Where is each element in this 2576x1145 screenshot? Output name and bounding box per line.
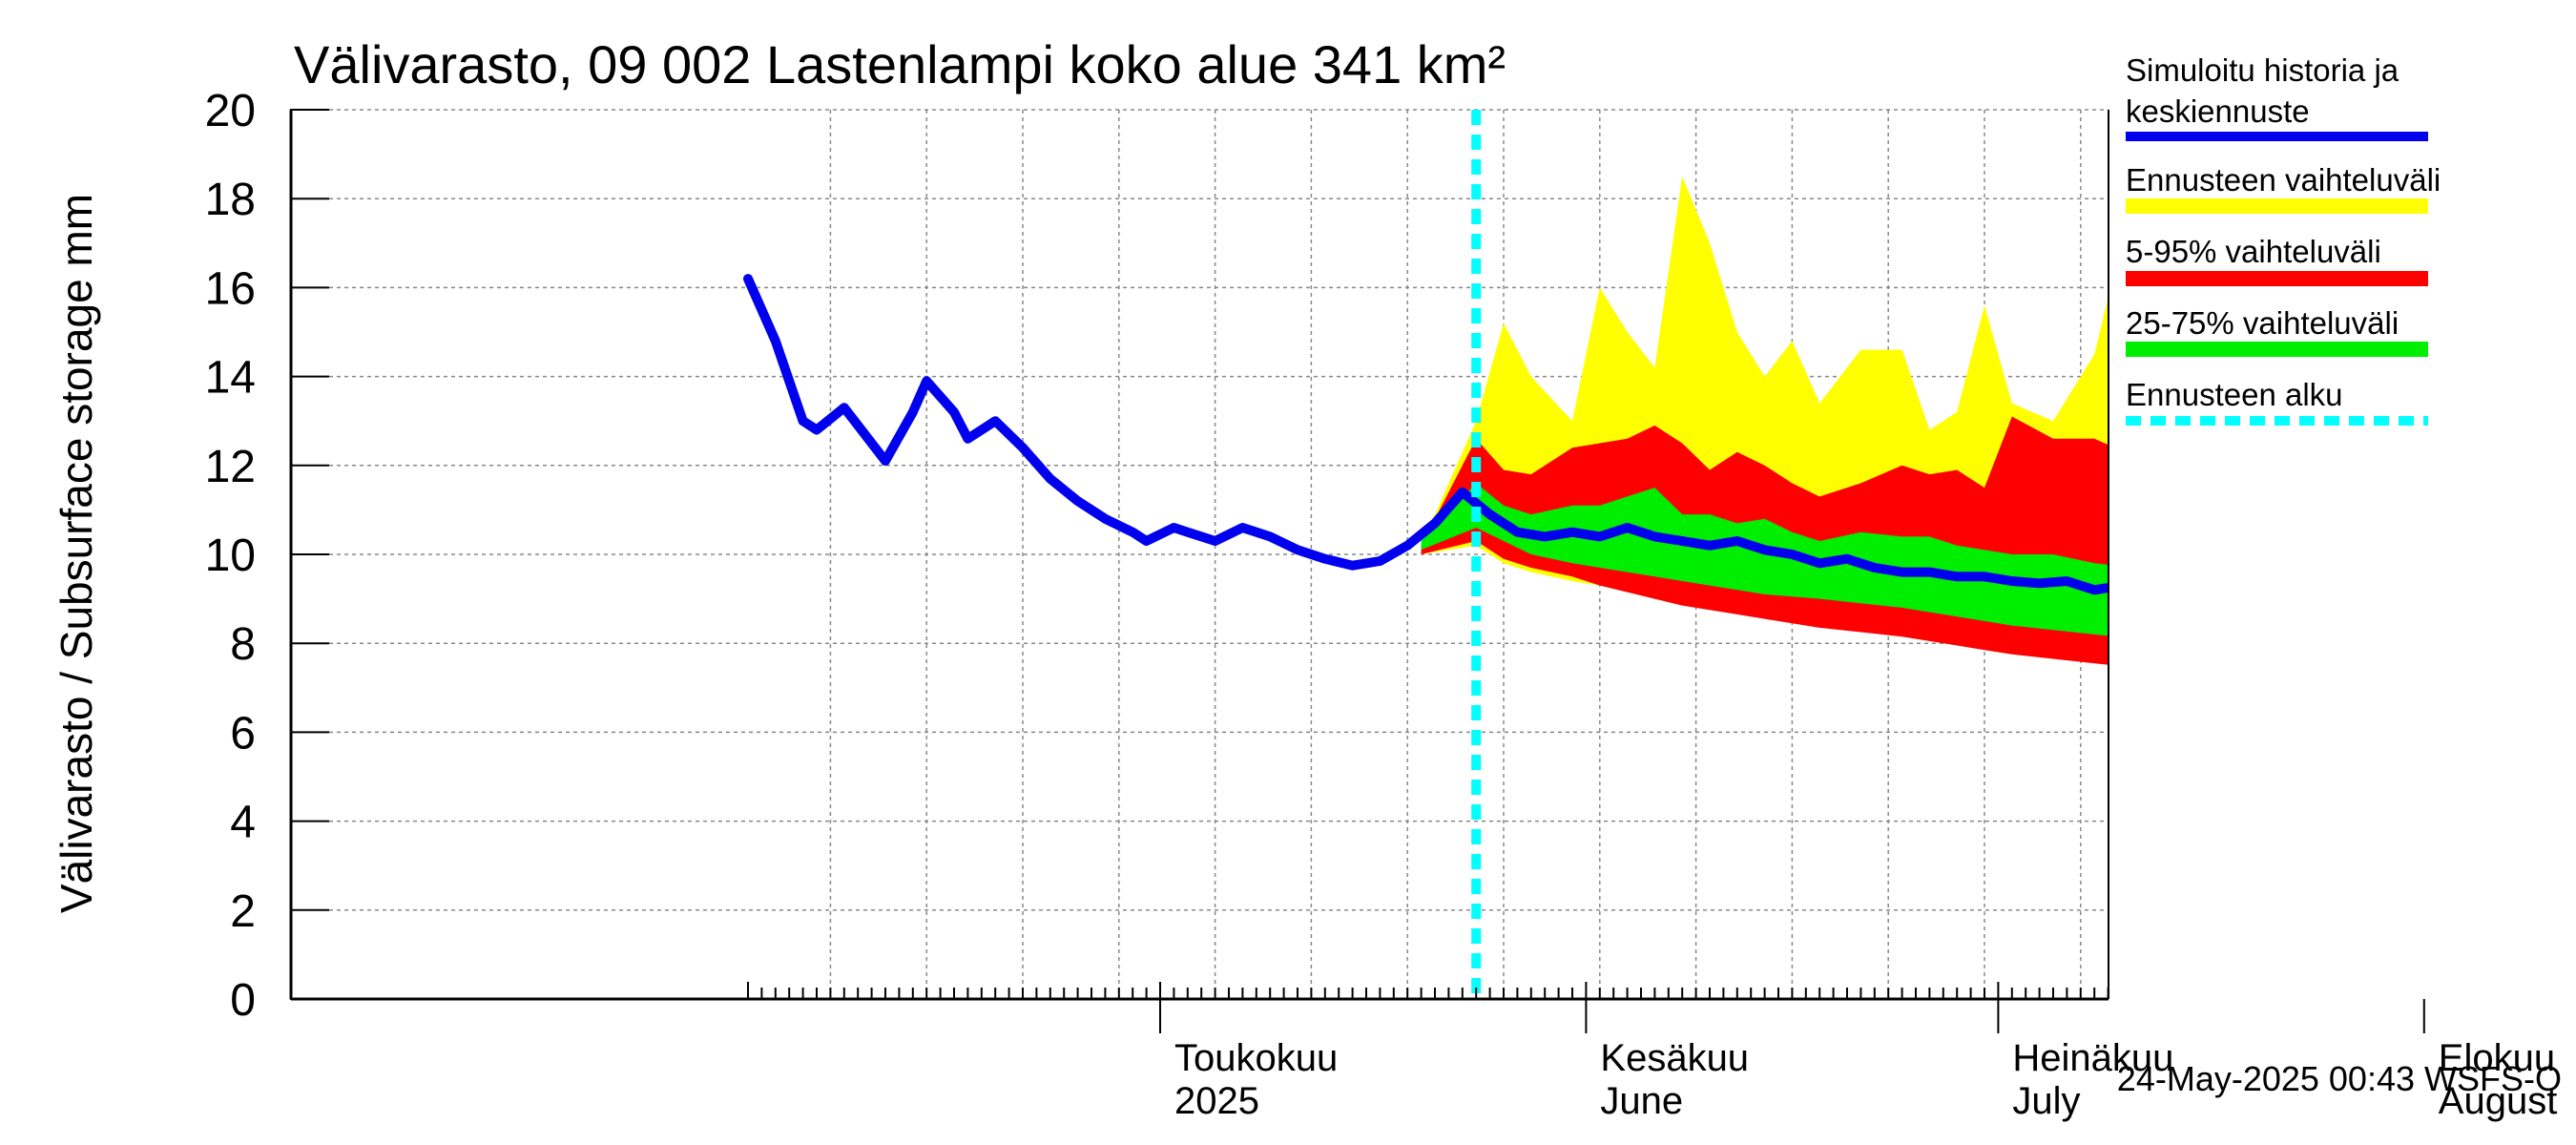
month-label-secondary: 2025 [1174,1080,1259,1122]
y-tick-label: 4 [230,798,256,848]
y-tick-label: 10 [205,531,256,581]
y-tick-label: 14 [205,353,256,404]
y-tick-label: 8 [230,619,256,670]
y-tick-label: 12 [205,442,256,492]
legend: Simuloitu historia ja keskiennuste Ennuste… [2126,52,2441,426]
legend-label-p5_95: 5-95% vaihteluväli [2126,234,2381,269]
series-lines [743,110,2109,999]
y-tick-label: 20 [205,86,256,136]
legend-label-p25_75: 25-75% vaihteluväli [2126,305,2399,341]
y-axis-label: Välivarasto / Subsurface storage mm [52,194,101,913]
history-line [743,274,2109,595]
legend-label-start: Ennusteen alku [2126,377,2343,412]
y-tick-label: 6 [230,708,256,759]
month-label-secondary: July [2012,1080,2080,1122]
footer-timestamp: 24-May-2025 00:43 WSFS-O [2117,1059,2562,1098]
y-tick-label: 2 [230,886,256,937]
legend-label-history: Simuloitu historia ja [2126,52,2399,88]
y-tick-label: 18 [205,175,256,225]
chart-title: Välivarasto, 09 002 Lastenlampi koko alu… [294,34,1506,94]
month-label: Toukokuu [1174,1037,1338,1079]
band-p25-75 [1421,483,2109,636]
y-tick-label: 0 [230,975,256,1026]
legend-label-history-line2: keskiennuste [2126,94,2310,129]
month-label: Elokuu [2439,1037,2555,1079]
month-label: Heinäkuu [2012,1037,2173,1079]
month-label-secondary: August [2439,1080,2558,1122]
y-tick-label: 16 [205,263,256,314]
month-label: Kesäkuu [1600,1037,1749,1079]
legend-label-range: Ennusteen vaihteluväli [2126,162,2441,198]
month-label-secondary: June [1600,1080,1683,1122]
forecast-bands [1421,176,2109,665]
